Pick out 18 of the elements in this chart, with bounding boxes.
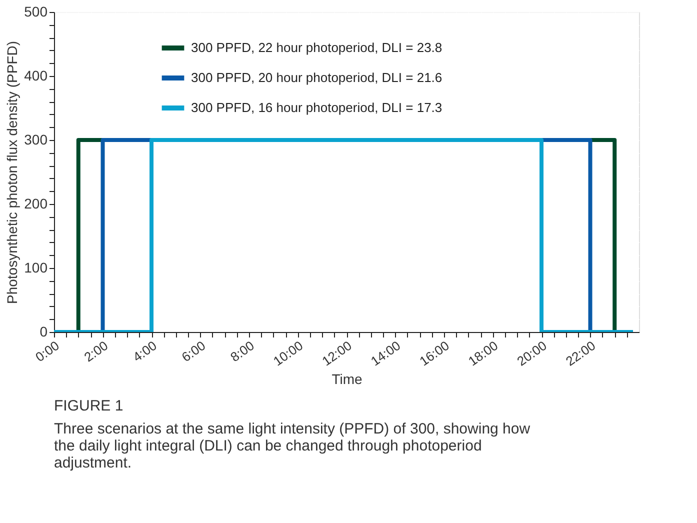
y-tick-label: 300 xyxy=(24,132,48,148)
y-tick-label: 200 xyxy=(24,196,48,212)
x-tick-label: 8:00 xyxy=(228,338,257,365)
x-axis-title: Time xyxy=(332,370,363,387)
x-tick-label: 6:00 xyxy=(178,338,208,365)
text: Three scenarios at the same light intensity (PPFD) of 300, showing how the daily light integral (DLI) can be changed through photoperiod adjustment. xyxy=(54,420,530,472)
y-tick-label: 0 xyxy=(40,324,48,340)
y-tick-label: 400 xyxy=(24,68,48,84)
legend-label: 300 PPFD, 22 hour photoperiod, DLI = 23.8 xyxy=(191,40,442,55)
legend-label: 300 PPFD, 20 hour photoperiod, DLI = 21.6 xyxy=(191,70,442,85)
y-tick-label: 500 xyxy=(24,4,48,20)
y-axis-title: Photosynthetic photon flux density (PPFD) xyxy=(4,40,20,304)
legend-label: 300 PPFD, 16 hour photoperiod, DLI = 17.3 xyxy=(191,100,442,115)
text: FIGURE 1 xyxy=(54,397,124,414)
x-tick-label: 4:00 xyxy=(130,338,160,365)
x-tick-label: 2:00 xyxy=(81,338,111,365)
y-tick-label: 100 xyxy=(24,260,48,276)
x-tick-label: 0:00 xyxy=(32,338,62,365)
